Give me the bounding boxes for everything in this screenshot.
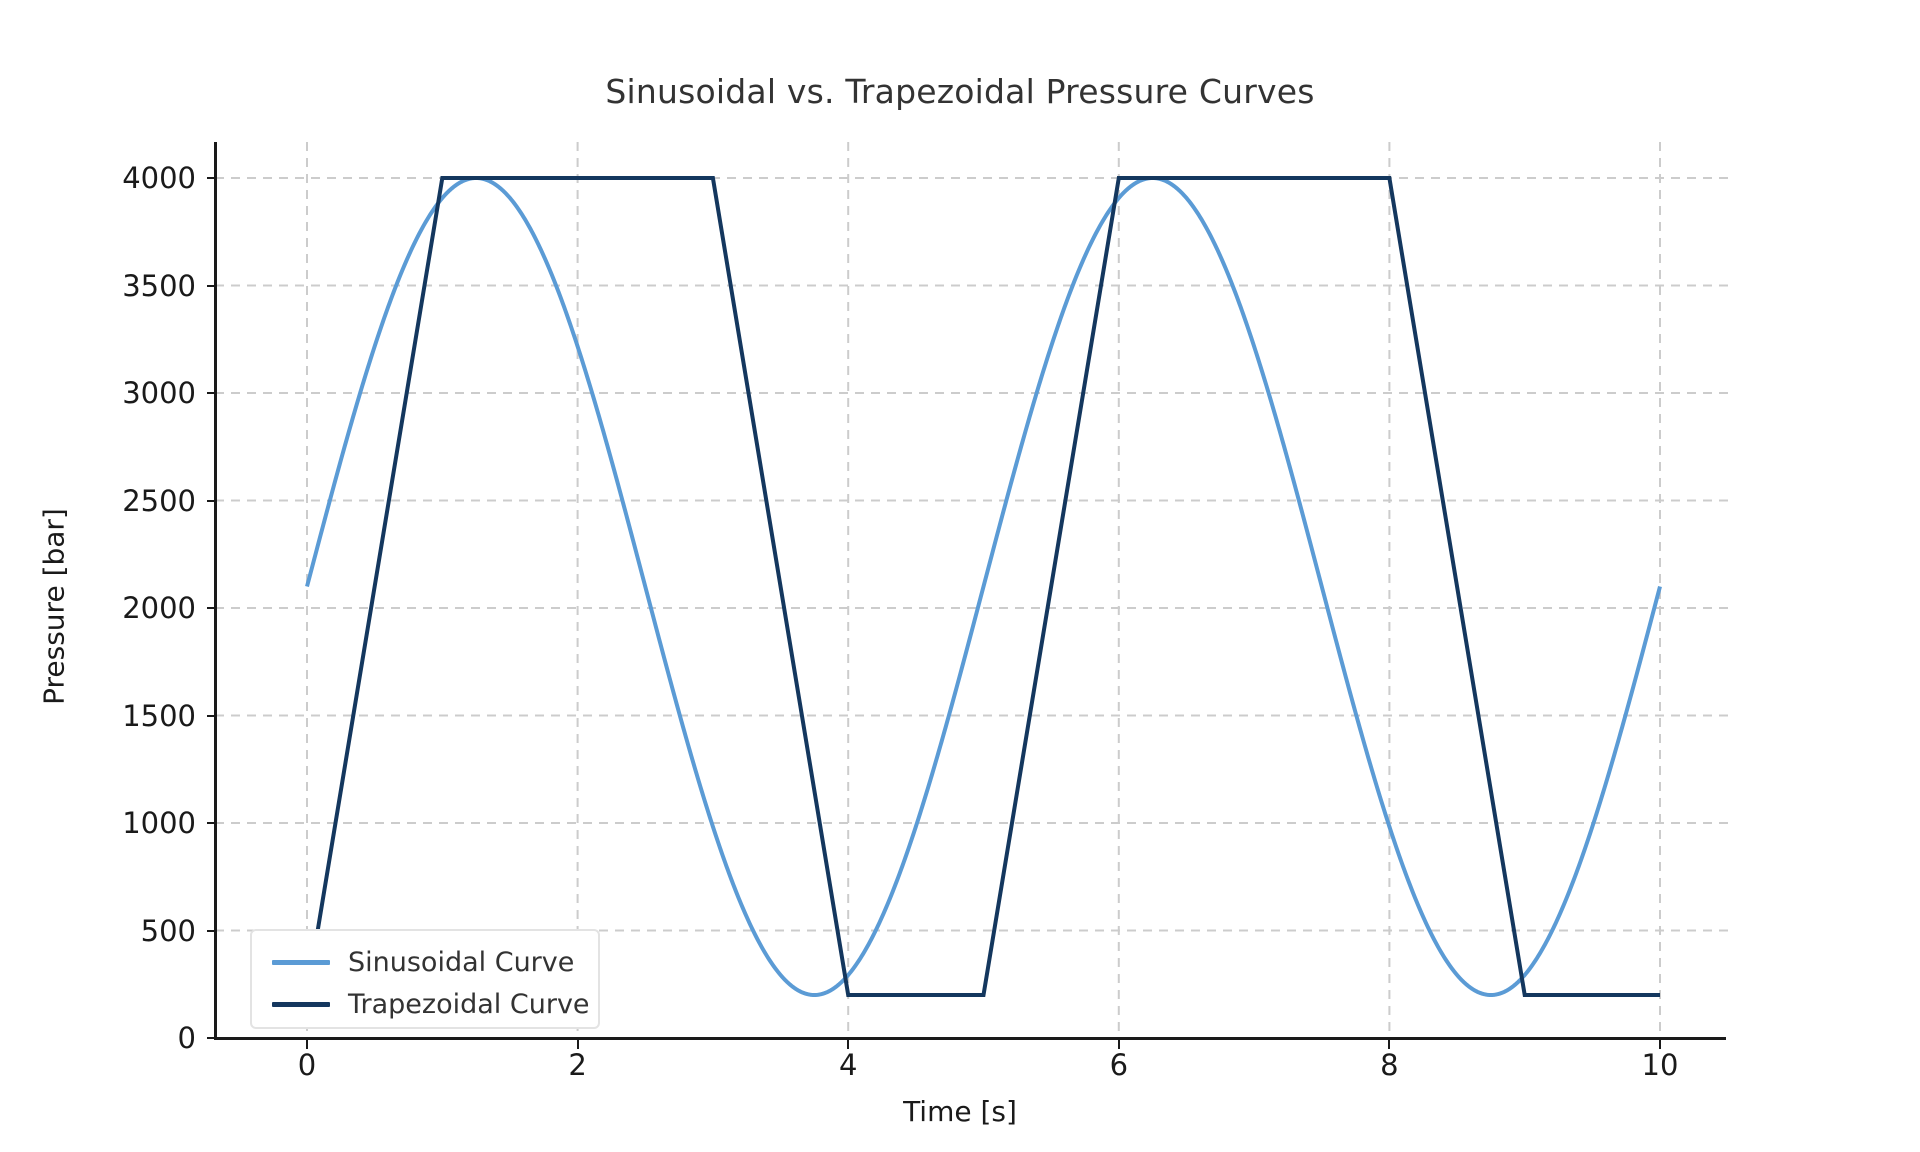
chart-title: Sinusoidal vs. Trapezoidal Pressure Curv… xyxy=(605,72,1315,111)
y-axis-tick-mark xyxy=(207,607,215,609)
x-axis-tick-label: 4 xyxy=(838,1048,858,1082)
x-axis-tick-mark xyxy=(1117,1040,1120,1049)
x-axis-tick-mark xyxy=(1388,1040,1391,1049)
y-axis-tick-label: 2500 xyxy=(122,483,196,518)
y-axis-tick-label: 4000 xyxy=(122,161,196,195)
y-axis-tick-label: 500 xyxy=(140,913,196,948)
x-axis-title: Time [s] xyxy=(903,1095,1017,1128)
x-axis-tick-mark xyxy=(847,1040,850,1049)
y-axis-tick-mark xyxy=(207,822,215,824)
x-axis-tick-label: 2 xyxy=(568,1048,587,1082)
legend-color-swatch xyxy=(272,1001,330,1007)
x-axis-tick-mark xyxy=(576,1040,579,1049)
y-axis-tick-mark xyxy=(207,177,215,179)
legend-color-swatch xyxy=(272,959,330,965)
legend-item[interactable]: Sinusoidal Curve xyxy=(252,939,574,985)
plot-area xyxy=(215,142,1730,1038)
y-axis-tick-mark xyxy=(207,929,215,932)
legend-item-label: Sinusoidal Curve xyxy=(348,946,575,978)
y-axis-tick-label: 3500 xyxy=(122,268,196,303)
y-axis-tick-label: 0 xyxy=(177,1021,196,1055)
y-axis-title: Pressure [bar] xyxy=(37,508,71,705)
y-axis-tick-label: 2000 xyxy=(122,591,196,625)
y-axis-tick-label: 1000 xyxy=(122,806,196,840)
legend-item-label: Trapezoidal Curve xyxy=(348,988,590,1020)
y-axis-tick-mark xyxy=(207,499,215,502)
y-axis-tick-mark xyxy=(207,392,215,394)
y-axis-line xyxy=(214,142,217,1040)
y-axis-tick-mark xyxy=(207,284,215,287)
x-axis-tick-mark xyxy=(1659,1040,1661,1049)
y-axis-tick-label: 3000 xyxy=(122,376,196,410)
series-line-sinusoidal xyxy=(305,176,1662,997)
x-axis-line xyxy=(214,1037,1726,1040)
x-axis-tick-label: 0 xyxy=(297,1048,317,1082)
chart-legend: Sinusoidal Curve Trapezoidal Curve xyxy=(250,929,600,1029)
y-axis-tick-mark xyxy=(207,714,215,717)
x-axis-tick-label: 6 xyxy=(1109,1048,1129,1082)
legend-item[interactable]: Trapezoidal Curve xyxy=(252,981,590,1027)
series-lines xyxy=(305,176,1662,997)
x-axis-tick-label: 10 xyxy=(1641,1048,1679,1082)
plot-canvas xyxy=(215,142,1730,1038)
grid-lines xyxy=(215,142,1730,1038)
y-axis-tick-mark xyxy=(207,1037,215,1039)
series-line-trapezoidal xyxy=(305,176,1660,997)
x-axis-tick-label: 8 xyxy=(1380,1048,1399,1082)
x-axis-tick-mark xyxy=(306,1040,308,1049)
y-axis-tick-label: 1500 xyxy=(122,698,196,733)
